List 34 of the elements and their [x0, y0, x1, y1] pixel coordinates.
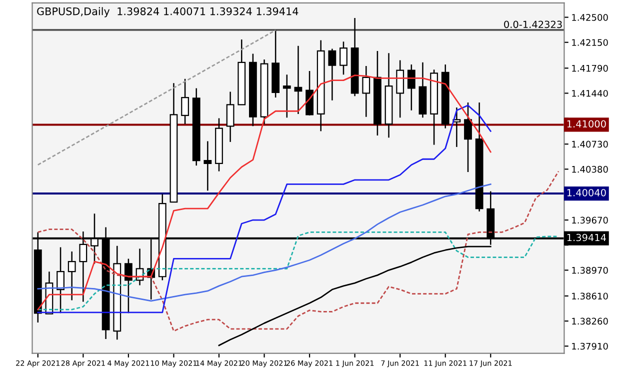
ref-line-label: 1.39414	[567, 234, 606, 242]
candlestick	[362, 65, 370, 118]
y-tick-label: 1.38610	[572, 292, 608, 300]
line-series	[37, 170, 560, 332]
ref-line-label: 1.40040	[567, 188, 606, 196]
y-tick-label: 1.42150	[572, 39, 608, 46]
candlestick	[407, 64, 416, 112]
y-tick-label: 1.37910	[572, 342, 608, 350]
y-tick-label: 1.40380	[572, 166, 608, 173]
y-tick-label: 1.41440	[572, 90, 608, 97]
y-tick-label: 1.40730	[572, 140, 608, 148]
candlestick	[204, 140, 212, 192]
candlestick	[294, 45, 302, 115]
y-tick-label: 1.41790	[572, 64, 608, 72]
candlestick	[124, 258, 132, 314]
annotation: 0.0-1.42323	[504, 20, 562, 28]
candlestick	[282, 74, 291, 118]
candlestick	[464, 102, 472, 173]
y-tick-label: 1.42500	[572, 14, 608, 21]
candlestick	[328, 48, 336, 102]
candlestick	[340, 41, 348, 76]
candlestick	[396, 60, 404, 118]
candlestick	[181, 78, 189, 125]
candlestick	[226, 91, 234, 143]
candlestick	[452, 106, 461, 148]
y-tick-label: 1.38260	[572, 318, 608, 325]
ref-line-label: 1.41000	[567, 120, 606, 128]
candlestick	[68, 250, 76, 301]
line-series	[37, 184, 492, 302]
y-tick-label: 1.38970	[572, 266, 608, 274]
line-series	[37, 232, 560, 310]
chart-title: GBPUSD,Daily 1.39824 1.40071 1.39324 1.39414	[37, 7, 298, 18]
y-tick-label: 1.39670	[572, 216, 608, 224]
candlestick	[56, 246, 64, 314]
